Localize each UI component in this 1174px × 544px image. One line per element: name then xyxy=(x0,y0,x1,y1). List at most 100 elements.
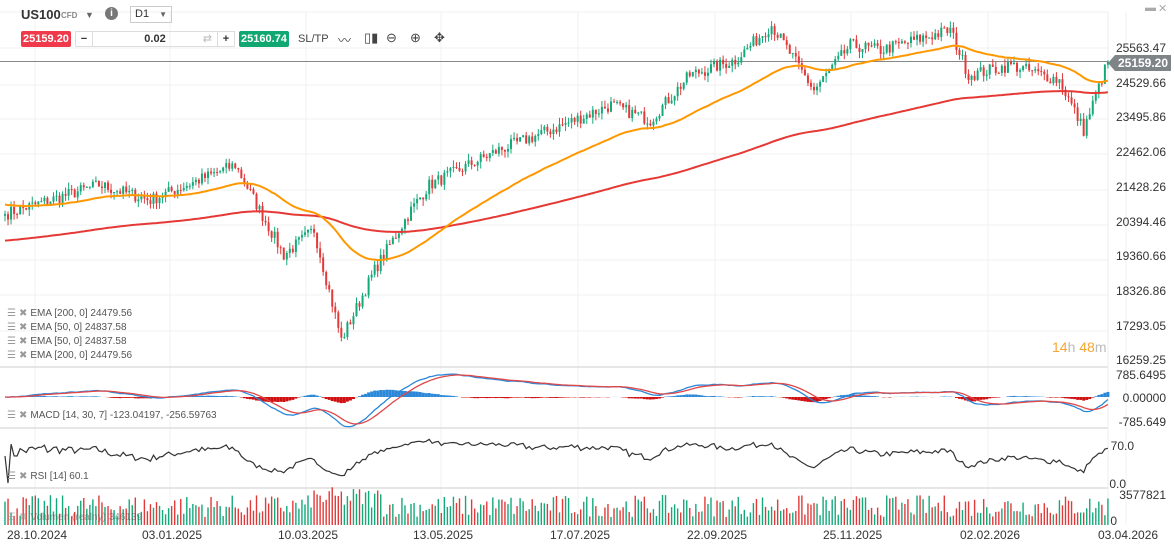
remove-icon[interactable]: ✖ xyxy=(18,512,28,523)
sltp-button[interactable]: SL/TP xyxy=(298,33,329,45)
info-icon[interactable]: i xyxy=(105,7,118,20)
macd-histogram-bar xyxy=(1060,397,1064,398)
legend-ema50[interactable]: ☰ ✖ EMA [50, 0] 24837.58 xyxy=(7,336,127,347)
candle-body xyxy=(279,247,282,249)
symbol-name[interactable]: US100 xyxy=(21,7,61,22)
remove-icon[interactable]: ✖ xyxy=(18,336,28,347)
candle-body xyxy=(1058,79,1061,83)
macd-histogram-bar xyxy=(421,392,425,397)
quantity-input[interactable]: 0.02 xyxy=(144,33,166,45)
candle-body xyxy=(197,179,200,184)
settings-icon[interactable]: ☰ xyxy=(7,322,16,333)
legend-ema200[interactable]: ☰ ✖ EMA [200, 0] 24479.56 xyxy=(7,308,132,319)
date-label: 03.01.2025 xyxy=(142,528,203,542)
volume-bar xyxy=(1089,498,1091,525)
legend-volume[interactable]: ☰ ✖ Volumen (realny) 346139 xyxy=(7,512,142,523)
buy-button[interactable]: 25160.74 xyxy=(239,31,289,47)
legend-macd[interactable]: ☰ ✖ MACD [14, 30, 7] -123.04197, -256.5976… xyxy=(7,410,217,421)
candle-body xyxy=(64,193,67,196)
legend-rsi[interactable]: ☰ ✖ RSI [14] 60.1 xyxy=(7,471,89,482)
zoom-in-icon[interactable]: ⊕ xyxy=(410,30,421,45)
volume-bar xyxy=(713,516,715,525)
increase-button[interactable]: + xyxy=(217,32,234,46)
candle-body xyxy=(264,220,267,223)
candles-icon[interactable]: ▯▮ xyxy=(364,30,379,45)
candle-body xyxy=(355,303,358,317)
remove-icon[interactable]: ✖ xyxy=(18,308,28,319)
volume-bar xyxy=(1079,512,1082,525)
candle-body xyxy=(376,264,379,272)
candle-body xyxy=(561,124,564,126)
volume-bar xyxy=(413,503,415,525)
price-axis-label: 20394.46 xyxy=(1115,214,1166,229)
volume-bar xyxy=(222,515,224,525)
macd-histogram-bar xyxy=(230,396,234,397)
volume-bar xyxy=(22,497,24,525)
macd-histogram-bar xyxy=(297,397,301,398)
settings-icon[interactable]: ☰ xyxy=(7,350,16,361)
settings-icon[interactable]: ☰ xyxy=(7,512,16,523)
volume-bar xyxy=(1073,513,1076,525)
legend-ema50[interactable]: ☰ ✖ EMA [50, 0] 24837.58 xyxy=(7,322,127,333)
macd-histogram-bar xyxy=(370,391,374,397)
candle-body xyxy=(137,199,140,202)
zoom-out-icon[interactable]: ⊖ xyxy=(386,30,397,45)
candle-body xyxy=(13,206,16,214)
volume-bar xyxy=(986,507,988,525)
candle-body xyxy=(440,175,443,185)
decrease-button[interactable]: − xyxy=(76,32,93,46)
candle-body xyxy=(1073,103,1076,108)
candle-body xyxy=(97,180,100,187)
macd-histogram-bar xyxy=(630,397,634,399)
candle-body xyxy=(946,27,949,33)
candle-body xyxy=(452,167,455,169)
candle-body xyxy=(840,50,843,56)
volume-bar xyxy=(861,497,864,525)
swap-icon[interactable]: ⇄ xyxy=(202,33,212,45)
candle-body xyxy=(122,186,125,194)
macd-histogram-bar xyxy=(691,394,695,397)
volume-bar xyxy=(252,510,255,525)
candle-body xyxy=(422,197,425,200)
candle-body xyxy=(1012,62,1015,65)
volume-bar xyxy=(816,503,818,525)
sell-button[interactable]: 25159.20 xyxy=(21,31,71,47)
settings-icon[interactable]: ☰ xyxy=(7,336,16,347)
macd-histogram-bar xyxy=(136,397,140,399)
candle-body xyxy=(479,154,482,162)
line-chart-icon[interactable]: 〰 xyxy=(338,33,352,48)
minimize-icon[interactable]: ▬ xyxy=(1145,2,1156,14)
chevron-down-icon[interactable]: ▼ xyxy=(85,10,94,20)
volume-bar xyxy=(373,493,376,525)
volume-bar xyxy=(37,498,40,525)
candle-body xyxy=(819,81,822,87)
candle-body xyxy=(991,64,994,67)
quantity-stepper[interactable]: − 0.02 ⇄ + xyxy=(75,31,235,47)
volume-bar xyxy=(331,487,333,525)
candle-body xyxy=(909,36,912,43)
ema200-line xyxy=(4,90,1108,242)
remove-icon[interactable]: ✖ xyxy=(18,322,28,333)
candle-body xyxy=(1094,93,1097,101)
settings-icon[interactable]: ☰ xyxy=(7,471,16,482)
move-icon[interactable]: ✥ xyxy=(434,30,445,45)
remove-icon[interactable]: ✖ xyxy=(18,410,28,421)
remove-icon[interactable]: ✖ xyxy=(18,471,28,482)
macd-histogram-bar xyxy=(197,396,201,397)
macd-histogram-bar xyxy=(1091,397,1095,398)
macd-histogram-bar xyxy=(827,397,831,399)
settings-icon[interactable]: ☰ xyxy=(7,410,16,421)
timeframe-select[interactable]: D1 ▼ xyxy=(130,6,172,23)
settings-icon[interactable]: ☰ xyxy=(7,308,16,319)
candle-body xyxy=(470,160,473,166)
candle-body xyxy=(806,75,809,83)
candle-body xyxy=(267,222,270,232)
candle-body xyxy=(906,42,909,44)
remove-icon[interactable]: ✖ xyxy=(18,350,28,361)
close-icon[interactable]: ✕ xyxy=(1158,3,1168,15)
legend-ema200[interactable]: ☰ ✖ EMA [200, 0] 24479.56 xyxy=(7,350,132,361)
candle-body xyxy=(173,191,176,195)
candle-body xyxy=(791,53,794,55)
candle-body xyxy=(158,198,161,204)
